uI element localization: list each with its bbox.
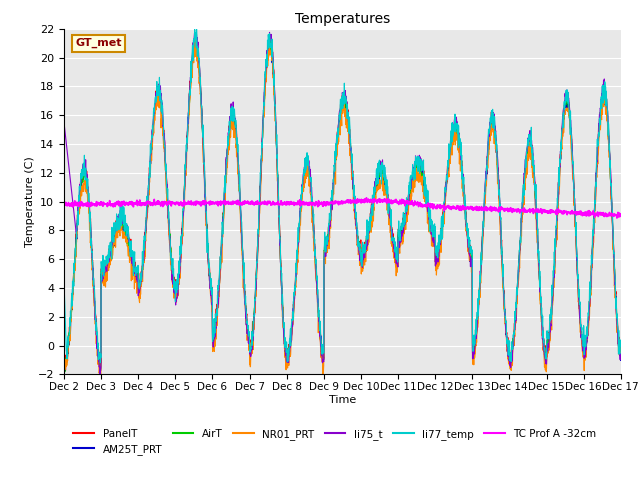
NR01_PRT bbox=[617, 353, 625, 359]
NR01_PRT bbox=[359, 261, 367, 267]
li77_temp bbox=[371, 189, 379, 194]
NR01_PRT bbox=[584, 336, 591, 341]
Title: Temperatures: Temperatures bbox=[295, 12, 390, 26]
Y-axis label: Temperature (C): Temperature (C) bbox=[25, 156, 35, 247]
li77_temp bbox=[216, 264, 223, 269]
Line: TC Prof A -32cm: TC Prof A -32cm bbox=[64, 198, 621, 218]
PanelT bbox=[359, 251, 367, 256]
PanelT bbox=[568, 152, 576, 158]
li75_t bbox=[617, 354, 625, 360]
Text: GT_met: GT_met bbox=[75, 38, 122, 48]
X-axis label: Time: Time bbox=[329, 395, 356, 405]
PanelT bbox=[505, 348, 513, 354]
NR01_PRT bbox=[568, 156, 576, 162]
li77_temp bbox=[97, 360, 104, 365]
TC Prof A -32cm bbox=[363, 195, 371, 201]
Line: AirT: AirT bbox=[64, 36, 621, 372]
TC Prof A -32cm bbox=[613, 215, 621, 221]
AirT bbox=[60, 368, 68, 374]
PanelT bbox=[192, 31, 200, 36]
AM25T_PRT bbox=[359, 259, 367, 264]
NR01_PRT bbox=[191, 35, 198, 41]
PanelT bbox=[216, 265, 223, 271]
AM25T_PRT bbox=[568, 149, 575, 155]
AirT bbox=[216, 272, 223, 278]
AirT bbox=[617, 356, 625, 362]
TC Prof A -32cm bbox=[371, 197, 379, 203]
li75_t bbox=[505, 351, 513, 357]
AirT bbox=[568, 150, 576, 156]
li77_temp bbox=[359, 242, 367, 248]
PanelT bbox=[60, 365, 68, 371]
TC Prof A -32cm bbox=[60, 198, 68, 204]
NR01_PRT bbox=[60, 372, 68, 377]
li77_temp bbox=[568, 149, 576, 155]
AM25T_PRT bbox=[60, 370, 68, 375]
li75_t bbox=[371, 179, 379, 184]
NR01_PRT bbox=[371, 197, 379, 203]
Legend: PanelT, AM25T_PRT, AirT, NR01_PRT, li75_t, li77_temp, TC Prof A -32cm: PanelT, AM25T_PRT, AirT, NR01_PRT, li75_… bbox=[69, 424, 600, 459]
TC Prof A -32cm bbox=[358, 197, 366, 203]
AM25T_PRT bbox=[617, 352, 625, 358]
Line: li75_t: li75_t bbox=[64, 32, 621, 374]
AirT bbox=[584, 323, 591, 329]
li77_temp bbox=[584, 327, 591, 333]
AirT bbox=[371, 192, 379, 198]
li77_temp bbox=[617, 339, 625, 345]
li75_t bbox=[359, 258, 367, 264]
AM25T_PRT bbox=[371, 190, 379, 195]
AM25T_PRT bbox=[190, 38, 198, 44]
TC Prof A -32cm bbox=[216, 201, 223, 207]
Line: NR01_PRT: NR01_PRT bbox=[64, 38, 621, 374]
AirT bbox=[505, 349, 513, 355]
Line: AM25T_PRT: AM25T_PRT bbox=[64, 41, 621, 372]
AirT bbox=[359, 257, 367, 263]
li77_temp bbox=[193, 26, 200, 32]
TC Prof A -32cm bbox=[568, 211, 575, 216]
PanelT bbox=[617, 345, 625, 351]
NR01_PRT bbox=[505, 361, 513, 367]
NR01_PRT bbox=[216, 280, 223, 286]
AM25T_PRT bbox=[504, 344, 512, 350]
Line: li77_temp: li77_temp bbox=[64, 29, 621, 362]
PanelT bbox=[584, 323, 591, 329]
AirT bbox=[192, 34, 200, 39]
NR01_PRT bbox=[60, 369, 68, 375]
TC Prof A -32cm bbox=[584, 210, 591, 216]
li75_t bbox=[96, 372, 104, 377]
Line: PanelT: PanelT bbox=[64, 34, 621, 370]
li77_temp bbox=[505, 345, 513, 350]
li75_t bbox=[568, 142, 576, 147]
li75_t bbox=[266, 29, 273, 35]
PanelT bbox=[371, 185, 379, 191]
PanelT bbox=[61, 367, 69, 373]
li75_t bbox=[584, 330, 591, 336]
li75_t bbox=[216, 277, 223, 283]
TC Prof A -32cm bbox=[504, 206, 512, 212]
AirT bbox=[61, 369, 68, 375]
AM25T_PRT bbox=[584, 330, 591, 336]
li75_t bbox=[60, 120, 68, 125]
AM25T_PRT bbox=[216, 280, 223, 286]
li77_temp bbox=[60, 278, 68, 284]
TC Prof A -32cm bbox=[617, 213, 625, 218]
